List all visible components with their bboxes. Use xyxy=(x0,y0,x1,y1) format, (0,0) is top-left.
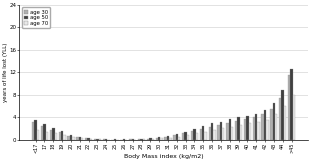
Bar xyxy=(52,128,54,140)
Bar xyxy=(37,130,39,140)
Bar xyxy=(240,125,242,140)
Bar xyxy=(67,136,70,140)
Bar xyxy=(253,117,255,140)
Bar xyxy=(107,139,110,140)
Bar xyxy=(76,137,79,140)
Bar xyxy=(140,139,143,140)
Bar xyxy=(176,134,178,140)
Bar xyxy=(191,131,193,140)
Bar xyxy=(200,129,202,140)
Bar xyxy=(158,137,160,140)
Bar xyxy=(90,139,92,140)
Bar xyxy=(72,137,75,140)
Bar xyxy=(264,110,266,140)
Bar xyxy=(193,129,196,140)
Bar xyxy=(173,135,176,140)
Bar xyxy=(132,139,134,140)
Bar xyxy=(182,133,184,140)
Bar xyxy=(231,127,233,140)
Bar xyxy=(165,137,167,140)
Bar xyxy=(167,136,169,140)
Bar xyxy=(61,131,63,140)
Bar xyxy=(258,122,260,140)
Bar xyxy=(246,116,248,140)
Bar xyxy=(270,109,273,140)
Bar xyxy=(123,139,125,140)
Bar xyxy=(235,121,237,140)
Bar xyxy=(99,139,101,140)
Bar xyxy=(220,122,222,140)
Y-axis label: years of life lost (YLL): years of life lost (YLL) xyxy=(3,43,8,102)
Bar xyxy=(204,132,207,140)
Bar xyxy=(149,138,151,140)
Bar xyxy=(187,135,189,140)
Bar xyxy=(129,139,132,140)
Bar xyxy=(32,122,35,140)
Bar xyxy=(178,137,180,140)
Bar xyxy=(169,138,172,140)
Bar xyxy=(284,106,286,140)
Bar xyxy=(293,95,295,140)
Bar xyxy=(143,139,145,140)
Bar xyxy=(58,132,61,140)
Bar xyxy=(138,139,140,140)
Bar xyxy=(281,90,284,140)
Bar xyxy=(237,117,240,140)
Bar xyxy=(202,126,204,140)
Bar xyxy=(196,133,198,140)
Bar xyxy=(54,133,57,140)
Bar xyxy=(290,69,293,140)
Bar xyxy=(262,114,264,140)
Bar xyxy=(134,139,136,140)
Bar xyxy=(248,123,251,140)
Bar xyxy=(244,119,246,140)
Bar xyxy=(70,135,72,140)
Bar xyxy=(35,120,37,140)
Bar xyxy=(279,98,281,140)
Bar xyxy=(63,135,66,140)
Bar xyxy=(41,126,43,140)
Bar xyxy=(222,128,225,140)
Bar xyxy=(147,139,149,140)
Bar xyxy=(79,137,81,140)
Bar xyxy=(255,114,258,140)
Bar xyxy=(266,120,269,140)
X-axis label: Body Mass index (kg/m2): Body Mass index (kg/m2) xyxy=(124,154,203,159)
Bar xyxy=(105,139,107,140)
Bar xyxy=(213,130,216,140)
Bar xyxy=(273,103,275,140)
Bar xyxy=(85,138,87,140)
Legend: age 30, age 50, age 70: age 30, age 50, age 70 xyxy=(21,7,50,28)
Bar xyxy=(103,139,105,140)
Bar xyxy=(96,139,99,140)
Bar xyxy=(156,138,158,140)
Bar xyxy=(229,119,231,140)
Bar xyxy=(151,139,154,140)
Bar xyxy=(94,139,96,140)
Bar xyxy=(43,124,46,140)
Bar xyxy=(46,132,48,140)
Bar xyxy=(226,123,229,140)
Bar xyxy=(184,132,187,140)
Bar xyxy=(217,125,220,140)
Bar xyxy=(209,127,211,140)
Bar xyxy=(114,139,116,140)
Bar xyxy=(160,139,163,140)
Bar xyxy=(211,123,213,140)
Bar xyxy=(87,138,90,140)
Bar xyxy=(275,114,277,140)
Bar xyxy=(50,130,52,140)
Bar xyxy=(288,75,290,140)
Bar xyxy=(81,138,83,140)
